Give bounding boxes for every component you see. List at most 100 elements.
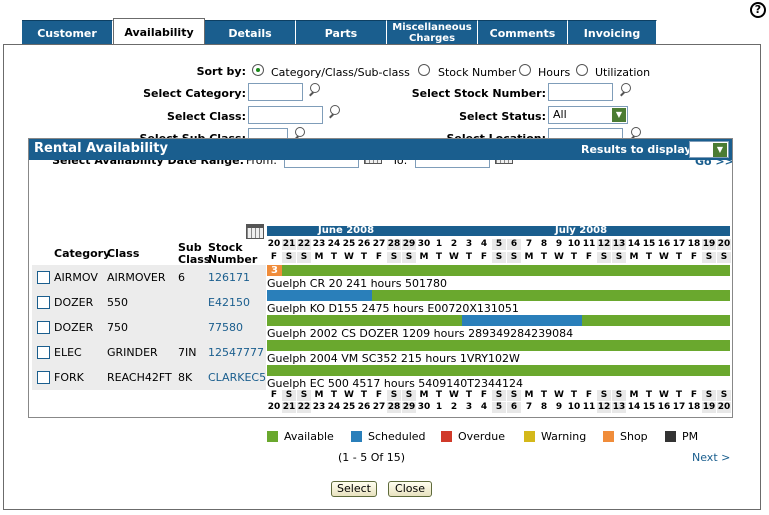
day-cell: T bbox=[327, 390, 341, 401]
day-cell: 2 bbox=[447, 239, 461, 250]
day-cell: T bbox=[357, 390, 371, 401]
stock-number-search-icon[interactable] bbox=[619, 83, 633, 97]
day-cell: 13 bbox=[612, 402, 626, 413]
tab-misc-line1: Miscellaneous bbox=[392, 22, 472, 33]
day-cell: 19 bbox=[702, 402, 716, 413]
legend-label-available: Available bbox=[284, 430, 334, 443]
day-cell: T bbox=[672, 252, 686, 263]
status-select[interactable]: All ▼ bbox=[548, 106, 628, 124]
legend-swatch-available bbox=[267, 431, 278, 442]
gantt-bar-available[interactable] bbox=[372, 290, 730, 301]
gantt-bar-available[interactable] bbox=[267, 365, 730, 376]
sort-category-radio[interactable] bbox=[252, 64, 264, 76]
chevron-down-icon[interactable]: ▼ bbox=[612, 108, 626, 122]
day-cell: W bbox=[552, 252, 566, 263]
category-input[interactable] bbox=[248, 83, 303, 101]
tab-availability[interactable]: Availability bbox=[113, 18, 205, 46]
row-stock-number-link[interactable]: 12547777 bbox=[208, 346, 264, 359]
day-cell: W bbox=[342, 252, 356, 263]
day-cell: T bbox=[462, 252, 476, 263]
equipment-row[interactable]: DOZER 750 77580 bbox=[32, 315, 266, 340]
location-search-icon[interactable] bbox=[629, 127, 643, 141]
tab-parts[interactable]: Parts bbox=[296, 20, 387, 45]
category-search-icon[interactable] bbox=[308, 83, 322, 97]
day-cell: F bbox=[687, 252, 701, 263]
gantt-bar-available[interactable] bbox=[267, 315, 462, 326]
gantt-bar-available[interactable] bbox=[582, 315, 730, 326]
equipment-row[interactable]: ELEC GRINDER 7IN 12547777 bbox=[32, 340, 266, 365]
class-search-icon[interactable] bbox=[328, 105, 342, 119]
tab-details[interactable]: Details bbox=[205, 20, 296, 45]
day-cell: 28 bbox=[387, 402, 401, 413]
col-stock-line2: Number bbox=[208, 253, 258, 266]
tab-comments[interactable]: Comments bbox=[478, 20, 568, 45]
day-cell: 22 bbox=[297, 239, 311, 250]
row-class: GRINDER bbox=[107, 346, 158, 359]
day-cell: T bbox=[432, 390, 446, 401]
sort-stock-radio[interactable] bbox=[418, 64, 430, 76]
day-cell: S bbox=[507, 390, 521, 401]
day-cell: 15 bbox=[642, 402, 656, 413]
day-cell: F bbox=[687, 390, 701, 401]
sort-hours-radio[interactable] bbox=[519, 64, 531, 76]
day-cell: 18 bbox=[687, 239, 701, 250]
category-label: Select Category: bbox=[143, 87, 246, 100]
gantt-bar-available[interactable] bbox=[282, 265, 730, 276]
day-cell: W bbox=[342, 390, 356, 401]
row-category: DOZER bbox=[54, 296, 94, 309]
help-icon[interactable]: ? bbox=[750, 2, 766, 18]
equipment-row[interactable]: FORK REACH42FT 8K CLARKEC5 bbox=[32, 365, 266, 390]
row-detail-text: Guelph 2004 VM SC352 215 hours 1VRY102W bbox=[267, 352, 520, 365]
tab-misc-line2: Charges bbox=[408, 33, 456, 44]
day-cell: F bbox=[477, 390, 491, 401]
gantt-bar-scheduled[interactable] bbox=[462, 315, 582, 326]
day-cell: 11 bbox=[582, 402, 596, 413]
select-button[interactable]: Select bbox=[331, 481, 377, 497]
row-category: AIRMOV bbox=[54, 271, 98, 284]
day-cell: 14 bbox=[627, 239, 641, 250]
subclass-search-icon[interactable] bbox=[293, 127, 307, 141]
day-cell: S bbox=[297, 390, 311, 401]
gantt-bar-scheduled[interactable] bbox=[267, 290, 372, 301]
legend-swatch-overdue bbox=[441, 431, 452, 442]
col-stock-line1: Stock bbox=[208, 241, 243, 254]
results-select[interactable]: 5 ▼ bbox=[689, 141, 729, 158]
month-label-june: June 2008 bbox=[318, 225, 375, 236]
row-checkbox[interactable] bbox=[37, 296, 50, 309]
row-checkbox[interactable] bbox=[37, 271, 50, 284]
day-cell: F bbox=[477, 252, 491, 263]
row-stock-number-link[interactable]: 126171 bbox=[208, 271, 250, 284]
day-cell: 9 bbox=[552, 239, 566, 250]
row-stock-number-link[interactable]: E42150 bbox=[208, 296, 250, 309]
day-cell: 5 bbox=[492, 239, 506, 250]
grid-calendar-icon[interactable] bbox=[246, 224, 264, 239]
day-cell: W bbox=[447, 252, 461, 263]
class-input[interactable] bbox=[248, 106, 323, 124]
row-checkbox[interactable] bbox=[37, 371, 50, 384]
day-cell: 8 bbox=[537, 239, 551, 250]
rental-availability-box: Rental Availability Results to display: … bbox=[28, 138, 733, 418]
row-stock-number-link[interactable]: 77580 bbox=[208, 321, 243, 334]
month-label-july: July 2008 bbox=[555, 225, 608, 236]
day-cell: 19 bbox=[702, 239, 716, 250]
row-checkbox[interactable] bbox=[37, 346, 50, 359]
day-cell: S bbox=[282, 252, 296, 263]
chevron-down-icon[interactable]: ▼ bbox=[713, 143, 727, 157]
class-label: Select Class: bbox=[167, 110, 246, 123]
tab-invoicing[interactable]: Invoicing bbox=[568, 20, 657, 45]
equipment-row[interactable]: AIRMOV AIRMOVER 6 126171 bbox=[32, 265, 266, 290]
gantt-bar-available[interactable] bbox=[267, 340, 730, 351]
day-cell: 3 bbox=[462, 239, 476, 250]
close-button[interactable]: Close bbox=[388, 481, 432, 497]
gantt-bar-shop[interactable]: 3 bbox=[267, 265, 282, 276]
sort-stock-label: Stock Number bbox=[438, 66, 517, 79]
day-cell: 14 bbox=[627, 402, 641, 413]
sort-utilization-radio[interactable] bbox=[576, 64, 588, 76]
stock-number-input[interactable] bbox=[548, 83, 613, 101]
tab-customer[interactable]: Customer bbox=[22, 20, 113, 45]
next-link[interactable]: Next > bbox=[692, 451, 731, 464]
row-stock-number-link[interactable]: CLARKEC5 bbox=[208, 371, 267, 384]
row-checkbox[interactable] bbox=[37, 321, 50, 334]
tab-miscellaneous-charges[interactable]: Miscellaneous Charges bbox=[387, 20, 478, 45]
equipment-row[interactable]: DOZER 550 E42150 bbox=[32, 290, 266, 315]
